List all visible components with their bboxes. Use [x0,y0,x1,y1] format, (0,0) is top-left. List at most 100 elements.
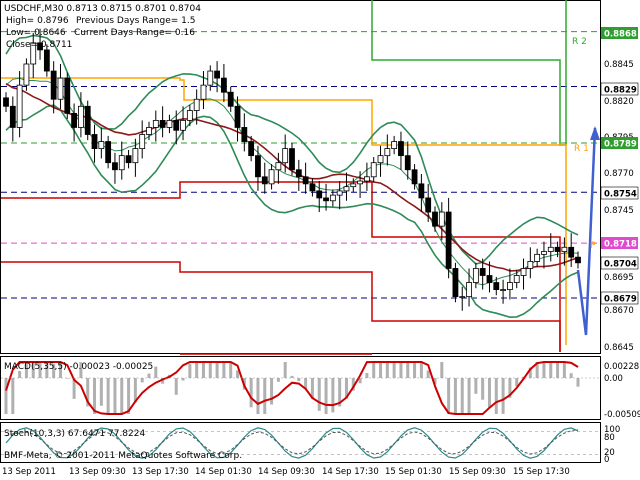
candle-body [43,49,50,72]
candle-body [78,105,84,128]
candle-body [57,77,64,100]
macd-tick: 0.00228 [604,362,639,372]
candle-body [336,190,343,196]
forecast-line [576,126,600,336]
candle-body [398,141,404,157]
candle-body [159,120,166,128]
stoch-pane[interactable] [0,422,601,463]
pivot-levels [1,0,600,355]
r1-step-line [1,77,567,345]
support2-step-line [1,261,561,352]
candle-body [112,162,118,171]
candle-body [84,105,91,135]
candle-body [391,141,398,150]
candle-body [9,105,16,128]
candle-body [234,105,241,128]
price-tick: 0.8695 [604,273,634,283]
macd-tick: 0.00 [604,374,623,384]
time-axis[interactable]: 13 Sep 2011 13 Sep 09:30 13 Sep 17:30 14… [2,467,570,477]
price-tag-pivot: 0.8718 [601,237,638,250]
candle-body [227,91,234,107]
price-tick: 0.8770 [604,169,634,179]
candle-body [493,282,500,290]
daily-low: Low= 0.8646 [6,28,66,38]
price-tag-text: 0.8868 [604,30,637,40]
candle-body [445,211,452,269]
price-tick: 0.8820 [604,97,634,107]
candle-body [513,275,520,283]
previous-days-range: Previous Days Range= 1.5 [76,16,195,26]
price-tag-text: 0.8679 [604,295,637,305]
stoch-tick: 80 [604,433,615,443]
price-tag-level: 0.8754 [600,186,639,200]
candle-body [139,134,146,150]
price-tag-text: 0.8789 [604,140,637,150]
bollinger-lower [5,104,579,319]
candle-body [404,155,411,171]
price-tick: 0.8645 [604,343,634,353]
time-tick: 14 Sep 09:30 [258,467,315,477]
r2-label: R 2 [572,37,587,47]
price-tag-text: 0.8718 [604,240,637,250]
stoch-title: Stoch(10,3,3) 67.6471 77.8224 [4,429,145,439]
candle-body [50,70,57,100]
candle-body [64,77,71,114]
macd-axis: 0.00228 0.00 -0.00509 [604,362,640,420]
daily-close: Close= 0.8711 [6,40,72,50]
candle-body [275,162,282,171]
time-tick: 14 Sep 01:30 [195,467,252,477]
candle-body [411,169,418,185]
candle-body [193,98,200,111]
candle-body [425,197,432,213]
macd-indicator [1,361,600,415]
current-days-range: Current Days Range= 0.16 [74,28,195,38]
price-tag-text: 0.8704 [604,260,637,270]
time-tick: 14 Sep 17:30 [322,467,379,477]
candle-body [248,141,255,157]
candle-body [534,253,541,262]
time-tick: 15 Sep 17:30 [513,467,570,477]
stochastic-indicator [1,427,600,459]
copyright-footer: BMF-Meta, © 2001-2011 MetaQuotes Softwar… [4,451,242,461]
candle-body [71,112,77,128]
price-candles [3,28,581,311]
price-tag-s1: 0.8679 [600,291,639,305]
forecast-path [576,127,597,336]
time-tick: 13 Sep 09:30 [69,467,126,477]
price-tag-r1: 0.8789 [601,137,638,150]
macd-title: MACD(5,35,5) -0.00023 -0.00025 [4,362,153,372]
price-tag-text: 0.8829 [604,86,637,96]
candle-body [329,194,336,202]
candle-body [105,141,112,164]
price-tick: 0.8670 [604,306,634,316]
candle-body [466,282,472,298]
candle-body [364,176,370,182]
candle-body [568,246,575,258]
candle-body [241,127,248,142]
r1-label: R 1 [574,144,589,154]
candle-body [302,176,309,185]
candle-body [118,155,125,171]
candle-body [295,169,302,178]
candle-body [282,148,289,164]
price-tag-text: 0.8754 [604,190,637,200]
candle-body [384,148,391,157]
time-tick: 13 Sep 2011 [2,467,56,477]
candle-body [221,77,227,93]
candle-body [377,155,384,164]
daily-high: High= 0.8796 [6,16,69,26]
candle-body [438,211,445,227]
candle-body [200,84,207,100]
candle-body [479,268,486,276]
candle-body [309,183,316,192]
time-tick: 15 Sep 01:30 [385,467,442,477]
pivot-label: P [590,241,596,251]
stoch-tick: 100 [604,425,620,435]
candle-body [459,296,466,299]
symbol-info: USDCHF,M30 0.8713 0.8715 0.8701 0.8704 [4,4,201,14]
candle-body [214,70,220,79]
price-tag-level: 0.8829 [600,82,639,96]
candle-body [575,256,581,264]
price-axis[interactable]: 0.8845 0.8820 0.8795 0.8770 0.8745 0.872… [604,60,634,353]
